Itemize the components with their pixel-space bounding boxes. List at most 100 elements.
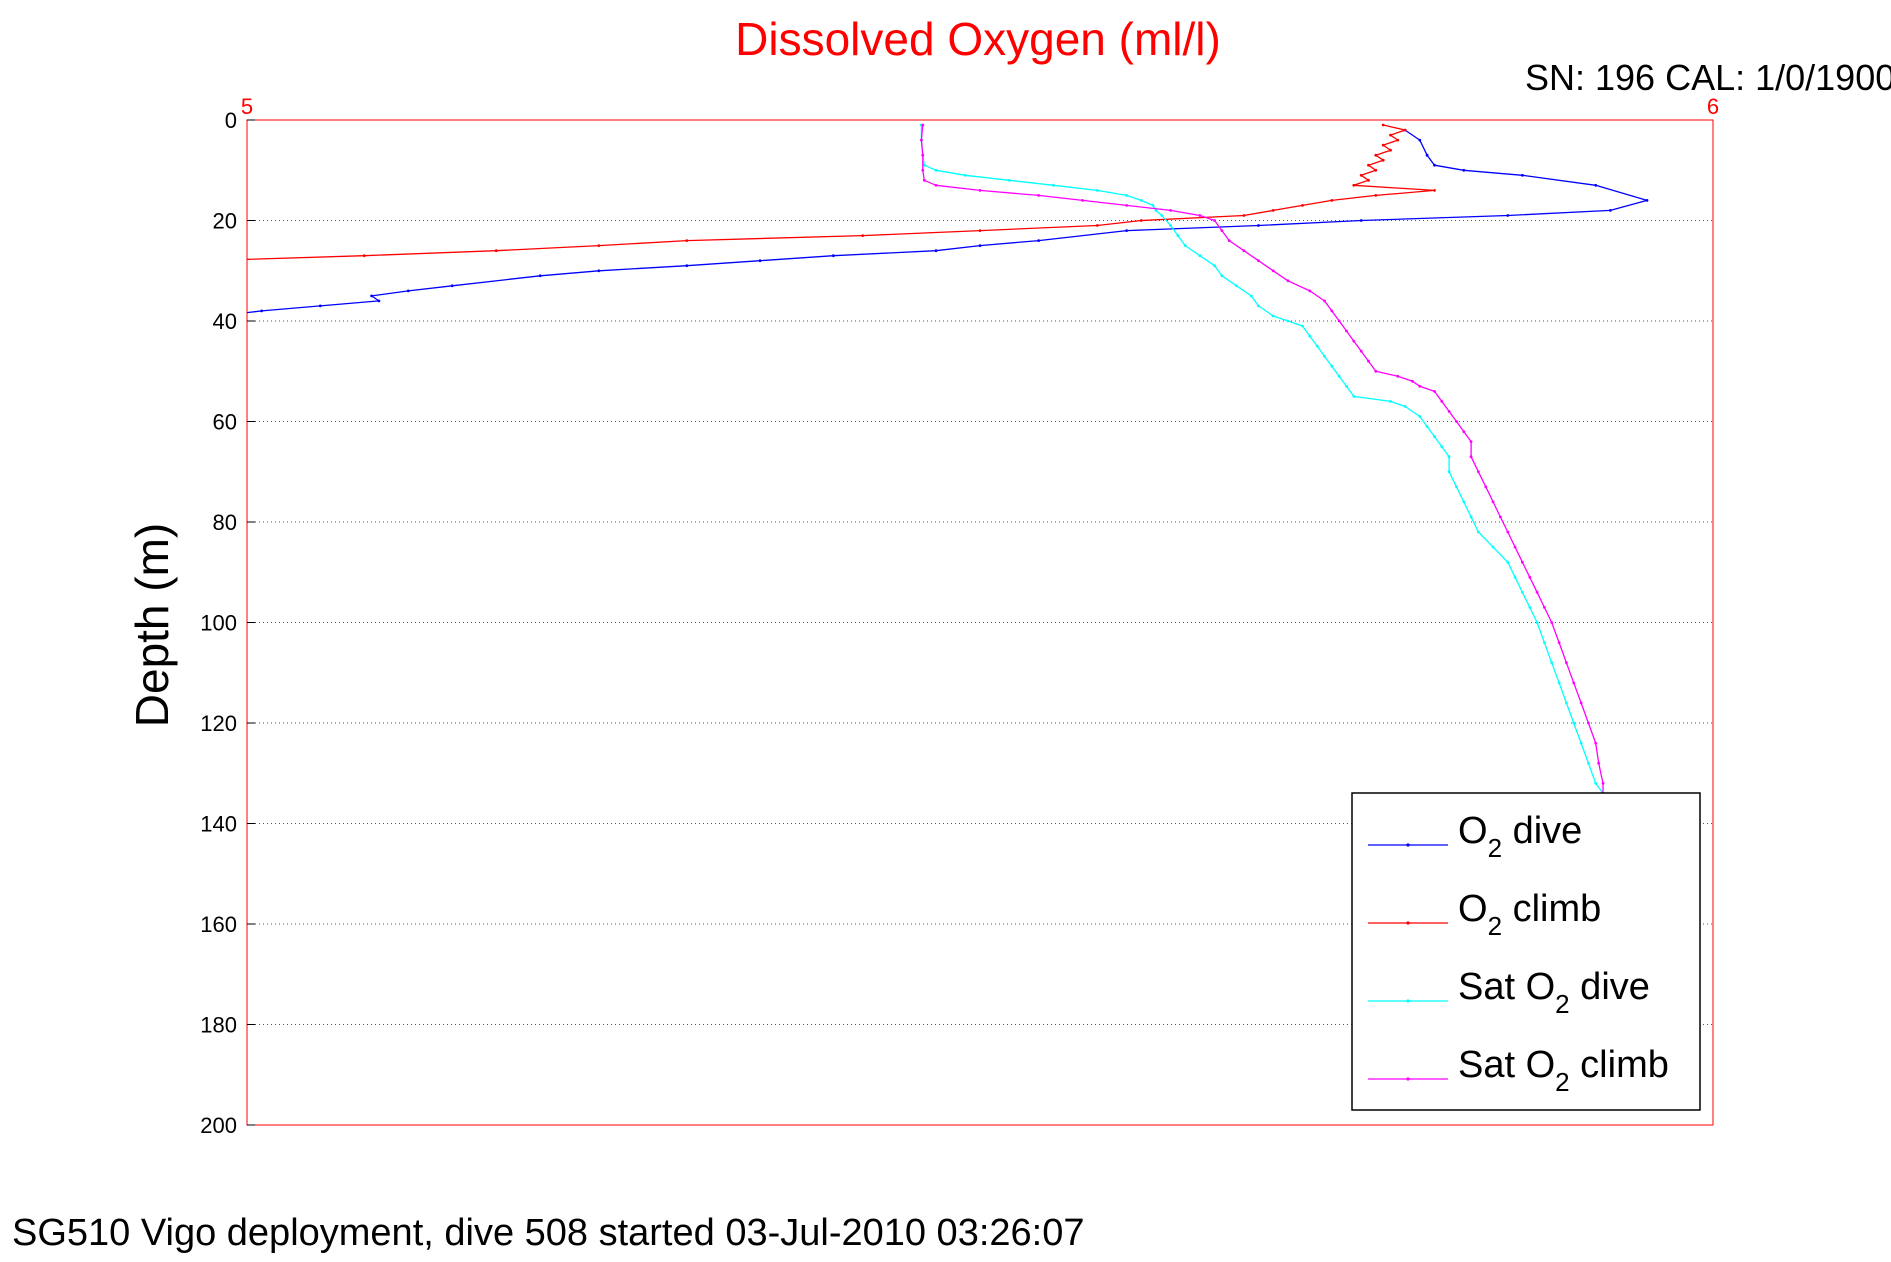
data-point xyxy=(1242,249,1246,253)
y-tick-label: 40 xyxy=(213,309,237,334)
data-point xyxy=(1455,420,1458,423)
data-point xyxy=(406,289,410,293)
y-tick-label: 200 xyxy=(200,1113,237,1138)
y-tick-label: 140 xyxy=(200,812,237,837)
data-point xyxy=(1491,545,1495,549)
data-point xyxy=(1139,199,1143,202)
data-point xyxy=(685,239,689,243)
series-line-sat-o2-climb xyxy=(920,124,1604,794)
legend-item: Sat O2 dive xyxy=(1368,966,1650,1019)
grid-lines xyxy=(247,220,1713,1025)
data-point xyxy=(921,168,925,172)
data-point xyxy=(84,350,87,353)
data-point xyxy=(1095,224,1099,227)
data-point xyxy=(1301,204,1304,207)
data-point xyxy=(1491,500,1495,504)
data-point xyxy=(1565,661,1568,665)
legend-item: O2 dive xyxy=(1368,810,1582,863)
data-point xyxy=(1007,178,1011,182)
data-point xyxy=(1609,209,1612,212)
data-point xyxy=(1235,284,1238,288)
data-point xyxy=(1484,485,1488,489)
data-point xyxy=(1139,219,1143,222)
data-point xyxy=(1389,133,1392,137)
data-point xyxy=(1403,128,1407,132)
data-point xyxy=(1271,314,1275,318)
data-point xyxy=(1367,178,1370,182)
data-point xyxy=(370,294,373,298)
data-point xyxy=(1506,214,1510,217)
dive-caption: SG510 Vigo deployment, dive 508 started … xyxy=(12,1212,1084,1254)
legend-label: O2 climb xyxy=(1458,888,1601,941)
data-point xyxy=(1330,309,1334,313)
data-point xyxy=(1557,641,1561,644)
data-point xyxy=(1389,400,1392,403)
data-point xyxy=(1411,379,1414,383)
data-point xyxy=(158,320,161,323)
data-point xyxy=(1579,701,1583,705)
legend-item: Sat O2 climb xyxy=(1368,1044,1669,1097)
data-point xyxy=(1271,269,1275,273)
series-line-o2-dive xyxy=(247,129,1648,314)
data-point xyxy=(1271,209,1275,212)
data-point xyxy=(1440,400,1444,403)
data-point xyxy=(1462,430,1466,433)
legend-swatch-marker xyxy=(1406,921,1410,925)
data-point xyxy=(1601,781,1605,785)
y-axis-ticks: 0 20 40 60 80 100 120 140 160 180 200 xyxy=(200,108,255,1138)
data-point xyxy=(1374,153,1378,157)
legend-swatch-marker xyxy=(1406,843,1410,847)
data-point xyxy=(1594,183,1598,187)
data-point xyxy=(1597,761,1601,765)
legend-item: O2 climb xyxy=(1368,888,1601,941)
data-point xyxy=(1037,194,1040,197)
data-point xyxy=(1345,329,1348,333)
data-point xyxy=(1220,229,1224,233)
data-point xyxy=(1381,158,1385,162)
data-point xyxy=(1396,138,1400,142)
data-point xyxy=(1151,204,1155,207)
x-tick-label: 6 xyxy=(1707,94,1719,119)
data-point xyxy=(1425,153,1429,157)
data-point xyxy=(1381,123,1385,127)
y-tick-label: 20 xyxy=(213,209,237,234)
chart-title: Dissolved Oxygen (ml/l) xyxy=(735,13,1221,65)
data-point xyxy=(1506,560,1510,564)
data-point xyxy=(1213,219,1216,222)
data-point xyxy=(1352,183,1356,187)
data-point xyxy=(1513,575,1517,579)
data-point xyxy=(978,244,982,248)
data-point xyxy=(494,249,498,253)
data-point xyxy=(1345,384,1348,388)
data-point xyxy=(362,254,366,258)
data-point xyxy=(1037,239,1040,243)
data-point xyxy=(128,264,131,267)
data-point xyxy=(1374,369,1378,373)
data-point xyxy=(1513,545,1517,549)
legend-swatch-marker xyxy=(1406,999,1410,1003)
data-point xyxy=(1462,168,1466,172)
data-point xyxy=(685,264,689,268)
data-point xyxy=(1550,661,1554,665)
data-point xyxy=(128,330,131,333)
y-tick-label: 0 xyxy=(225,108,237,133)
data-point xyxy=(1367,163,1370,167)
y-tick-label: 180 xyxy=(200,1013,237,1038)
data-point xyxy=(1477,530,1480,534)
data-point xyxy=(1389,148,1392,152)
data-point xyxy=(11,365,14,368)
data-point xyxy=(1286,319,1290,323)
data-point xyxy=(1543,641,1546,644)
data-point xyxy=(934,249,938,253)
legend-box xyxy=(1351,792,1701,1111)
data-point xyxy=(1125,204,1128,207)
data-point xyxy=(450,284,454,288)
data-point xyxy=(260,309,264,313)
data-point xyxy=(1469,440,1473,443)
y-tick-label: 120 xyxy=(200,711,237,736)
data-point xyxy=(1051,183,1055,187)
y-axis-label: Depth (m) xyxy=(126,523,178,727)
data-point xyxy=(1396,374,1400,378)
